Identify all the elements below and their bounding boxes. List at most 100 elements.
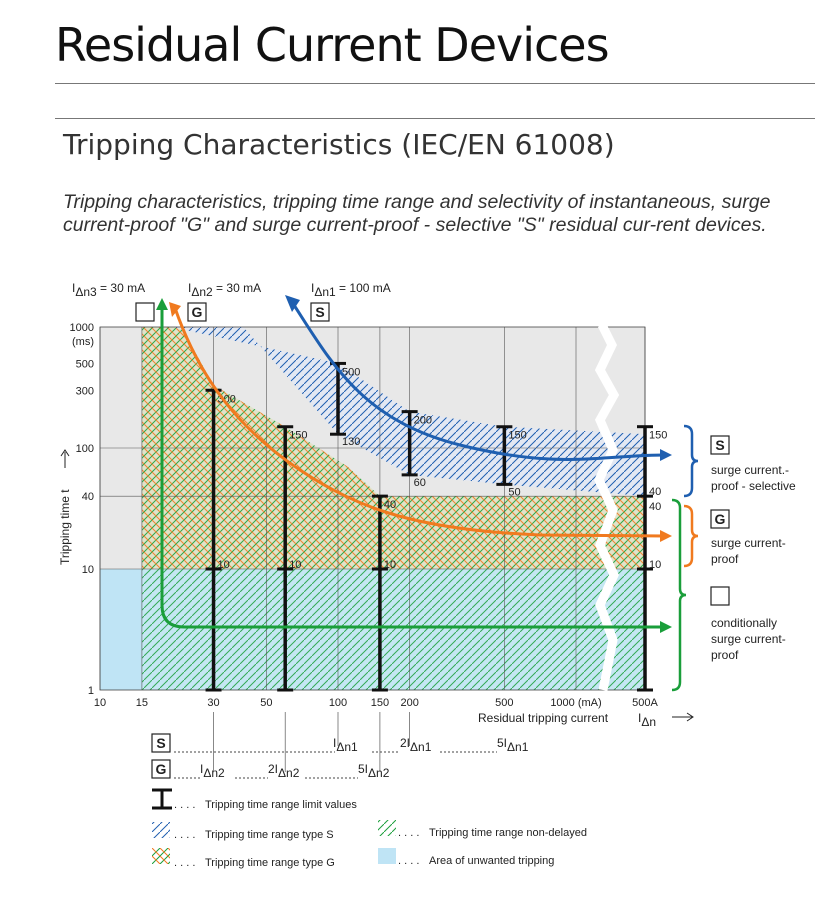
curve-g-arrow-end [660,530,672,542]
x-tick-label: 500 [495,697,513,709]
y-tick-label: 500 [76,358,94,370]
x-tick-label: 15 [136,697,148,709]
limit-label: 10 [218,559,230,571]
legend-badge-g-letter: G [715,511,726,527]
y-tick-label: 1 [88,685,94,697]
curve-nd-arrow-start [156,298,168,310]
non-delayed-hatch [141,569,645,690]
key-text-s: Tripping time range type S [205,829,334,841]
key-text-unwanted: Area of unwanted tripping [429,855,554,867]
x-axis-title: Residual tripping current [478,711,609,725]
curve-g-arrow-start [169,302,181,317]
curve-s [290,301,666,461]
page-title: Residual Current Devices [55,18,610,72]
limit-label: 10 [289,559,301,571]
axis-break [594,322,620,691]
key-text-g: Tripping time range type G [205,857,335,869]
key-hatch-s-symbol [152,822,170,838]
badge-s-box [310,302,330,322]
y-tick-label: 1000 [70,322,94,334]
scale-badge-g-letter: G [156,761,167,777]
y-tick-label: 300 [76,385,94,397]
legend-badge-s-box [710,435,730,455]
y-tick-label: 40 [82,491,94,503]
y-tick-label: 100 [76,443,94,455]
limit-label: 40 [649,486,661,498]
curve-s-arrow-start [285,295,300,312]
legend-badge-s-letter: S [715,437,724,453]
scale-s-label: IΔn1 [333,736,358,754]
legend-text-conditional: surge current- [711,632,786,646]
badge-conditional-box [135,302,155,322]
scale-s-label: 2IΔn1 [400,736,432,754]
limit-label: 50 [508,486,520,498]
curve-nd-arrow-end [660,621,672,633]
legend-text-s: proof - selective [711,479,796,493]
limit-label: 150 [649,430,667,442]
limit-label: 40 [384,499,396,511]
x-axis-arrow [672,712,694,722]
key-dots: . . . . [174,829,195,841]
key-dots: . . . . [398,827,419,839]
key-limit-symbol [152,788,172,810]
key-hatch-nd-symbol [378,820,396,836]
key-dots: . . . . [174,799,195,811]
limit-label: 500 [342,366,360,378]
curve-nd [160,308,665,629]
section-subtitle: Tripping Characteristics (IEC/EN 61008) [63,128,615,161]
legend-text-g: proof [711,552,739,566]
scale-badge-s-letter: S [156,735,165,751]
x-tick-label: 200 [400,697,418,709]
legend-text-g: surge current- [711,536,786,550]
limit-label: 40 [649,501,661,513]
limit-label: 10 [384,559,396,571]
x-axis-symbol: IΔn [638,711,656,729]
x-tick-label: 100 [329,697,347,709]
x-tick-label: 10 [94,697,106,709]
legend-text-s: surge current.- [711,463,789,477]
y-tick-label: 10 [82,564,94,576]
curve-g [173,307,666,538]
y-unit-label: (ms) [72,336,94,348]
x-tick-label: 50 [260,697,272,709]
title-divider [55,83,815,84]
scale-s-label: 5IΔn1 [497,736,529,754]
key-dots: . . . . [174,857,195,869]
type-g-hatch [141,327,645,569]
top-label-in1: IΔn1 = 100 mA [311,281,391,299]
scale-g-label: 5IΔn2 [358,762,390,780]
top-label-in2: IΔn2 = 30 mA [188,281,261,299]
scale-g-label: IΔn2 [200,762,225,780]
key-hatch-g-symbol [152,848,170,864]
brace-g [683,504,699,568]
key-dots: . . . . [398,855,419,867]
legend-text-conditional: proof [711,648,739,662]
legend-text-conditional: conditionally [711,616,777,630]
scale-g-label: 2IΔn2 [268,762,300,780]
y-axis-arrow [60,449,70,468]
x-tick-label: 150 [371,697,389,709]
limit-label: 150 [508,430,526,442]
limit-label: 200 [414,415,432,427]
legend-badge-conditional-box [710,586,730,606]
curve-s-arrow-end [660,449,672,461]
section-divider [55,118,815,119]
key-unwanted-symbol [378,848,396,864]
x-tick-label: 1000 (mA) [550,697,601,709]
limit-label: 10 [649,559,661,571]
limit-label: 130 [342,436,360,448]
key-text-nd: Tripping time range non-delayed [429,827,587,839]
brace-s [683,424,699,498]
top-label-in3: IΔn3 = 30 mA [72,281,145,299]
description-text: Tripping characteristics, tripping time … [63,191,771,236]
x-tick-label: 30 [207,697,219,709]
limit-label: 60 [414,477,426,489]
key-text-limit: Tripping time range limit values [205,799,357,811]
badge-g-letter: G [192,304,203,320]
badge-s-letter: S [315,304,324,320]
legend-badge-g-box [710,509,730,529]
limit-label: 150 [289,430,307,442]
brace-nd [671,498,687,692]
scale-badge-g-box [151,759,171,779]
